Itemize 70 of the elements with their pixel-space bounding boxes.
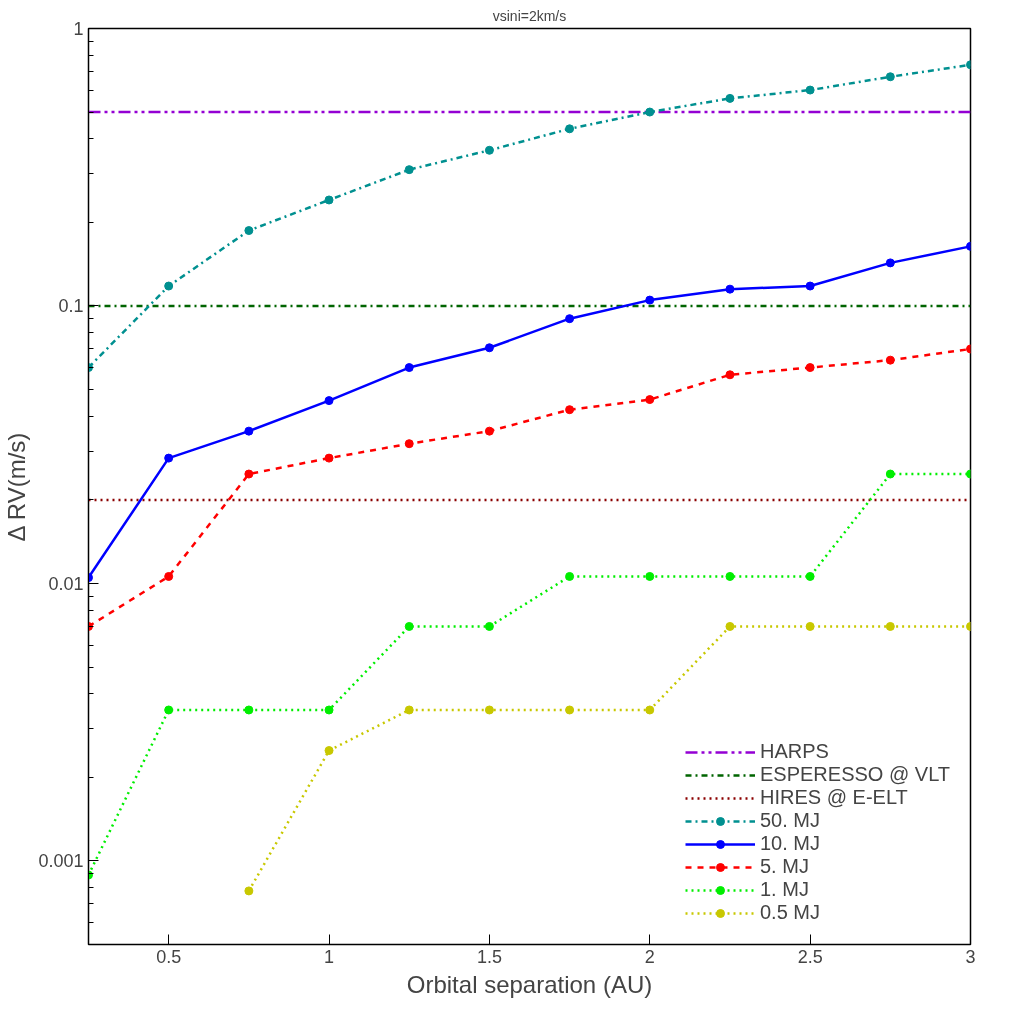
point <box>885 355 895 365</box>
point <box>484 145 494 155</box>
point <box>324 453 334 463</box>
point <box>885 72 895 82</box>
point <box>645 107 655 117</box>
point <box>324 746 334 756</box>
point <box>645 395 655 405</box>
point <box>484 426 494 436</box>
point <box>244 705 254 715</box>
legend-label: HARPS <box>760 740 829 763</box>
y-tick-label: 1 <box>73 19 84 39</box>
point <box>885 621 895 631</box>
chart-title: vsini=2km/s <box>492 7 567 24</box>
point <box>725 571 735 581</box>
point <box>324 195 334 205</box>
point <box>805 281 815 291</box>
x-tick-label: 1 <box>324 946 335 967</box>
point <box>645 571 655 581</box>
legend-label: 5. MJ <box>760 855 809 878</box>
point <box>404 363 414 373</box>
point <box>404 621 414 631</box>
x-tick-label: 2.5 <box>797 946 823 967</box>
point <box>885 258 895 268</box>
point <box>645 705 655 715</box>
legend-label: ESPERESSO @ VLT <box>760 763 950 786</box>
point <box>484 705 494 715</box>
legend-label: HIRES @ E-ELT <box>760 786 908 809</box>
legend-label: 0.5 MJ <box>760 901 821 924</box>
point <box>565 405 575 415</box>
x-tick-label: 0.5 <box>156 946 182 967</box>
point <box>805 571 815 581</box>
y-tick-label: 0.001 <box>38 851 84 872</box>
legend-label: 1. MJ <box>760 878 809 901</box>
point <box>565 314 575 324</box>
point <box>805 85 815 95</box>
point <box>805 621 815 631</box>
point <box>244 469 254 479</box>
point <box>404 165 414 175</box>
point <box>164 571 174 581</box>
x-tick-label: 3 <box>965 946 976 967</box>
x-tick-label: 2 <box>644 946 655 967</box>
x-tick-label: 1.5 <box>476 946 502 967</box>
point <box>244 226 254 236</box>
point <box>244 426 254 436</box>
point <box>725 621 735 631</box>
point <box>725 370 735 380</box>
point <box>645 295 655 305</box>
point <box>725 284 735 294</box>
legend-label: 50. MJ <box>760 809 821 832</box>
point <box>164 705 174 715</box>
point <box>244 886 254 896</box>
point <box>324 396 334 406</box>
point <box>404 705 414 715</box>
y-tick-label: 0.01 <box>48 573 84 594</box>
point <box>565 124 575 134</box>
point <box>164 453 174 463</box>
point <box>164 281 174 291</box>
legend-label: 10. MJ <box>760 832 821 855</box>
point <box>885 469 895 479</box>
point <box>404 439 414 449</box>
x-axis-title: Orbital separation (AU) <box>406 970 653 998</box>
point <box>484 343 494 353</box>
point <box>565 705 575 715</box>
y-axis-title: Δ RV(m/s) <box>3 432 31 542</box>
point <box>725 93 735 103</box>
point <box>324 705 334 715</box>
point <box>565 571 575 581</box>
point <box>805 363 815 373</box>
y-tick-label: 0.1 <box>58 296 84 317</box>
point <box>484 621 494 631</box>
